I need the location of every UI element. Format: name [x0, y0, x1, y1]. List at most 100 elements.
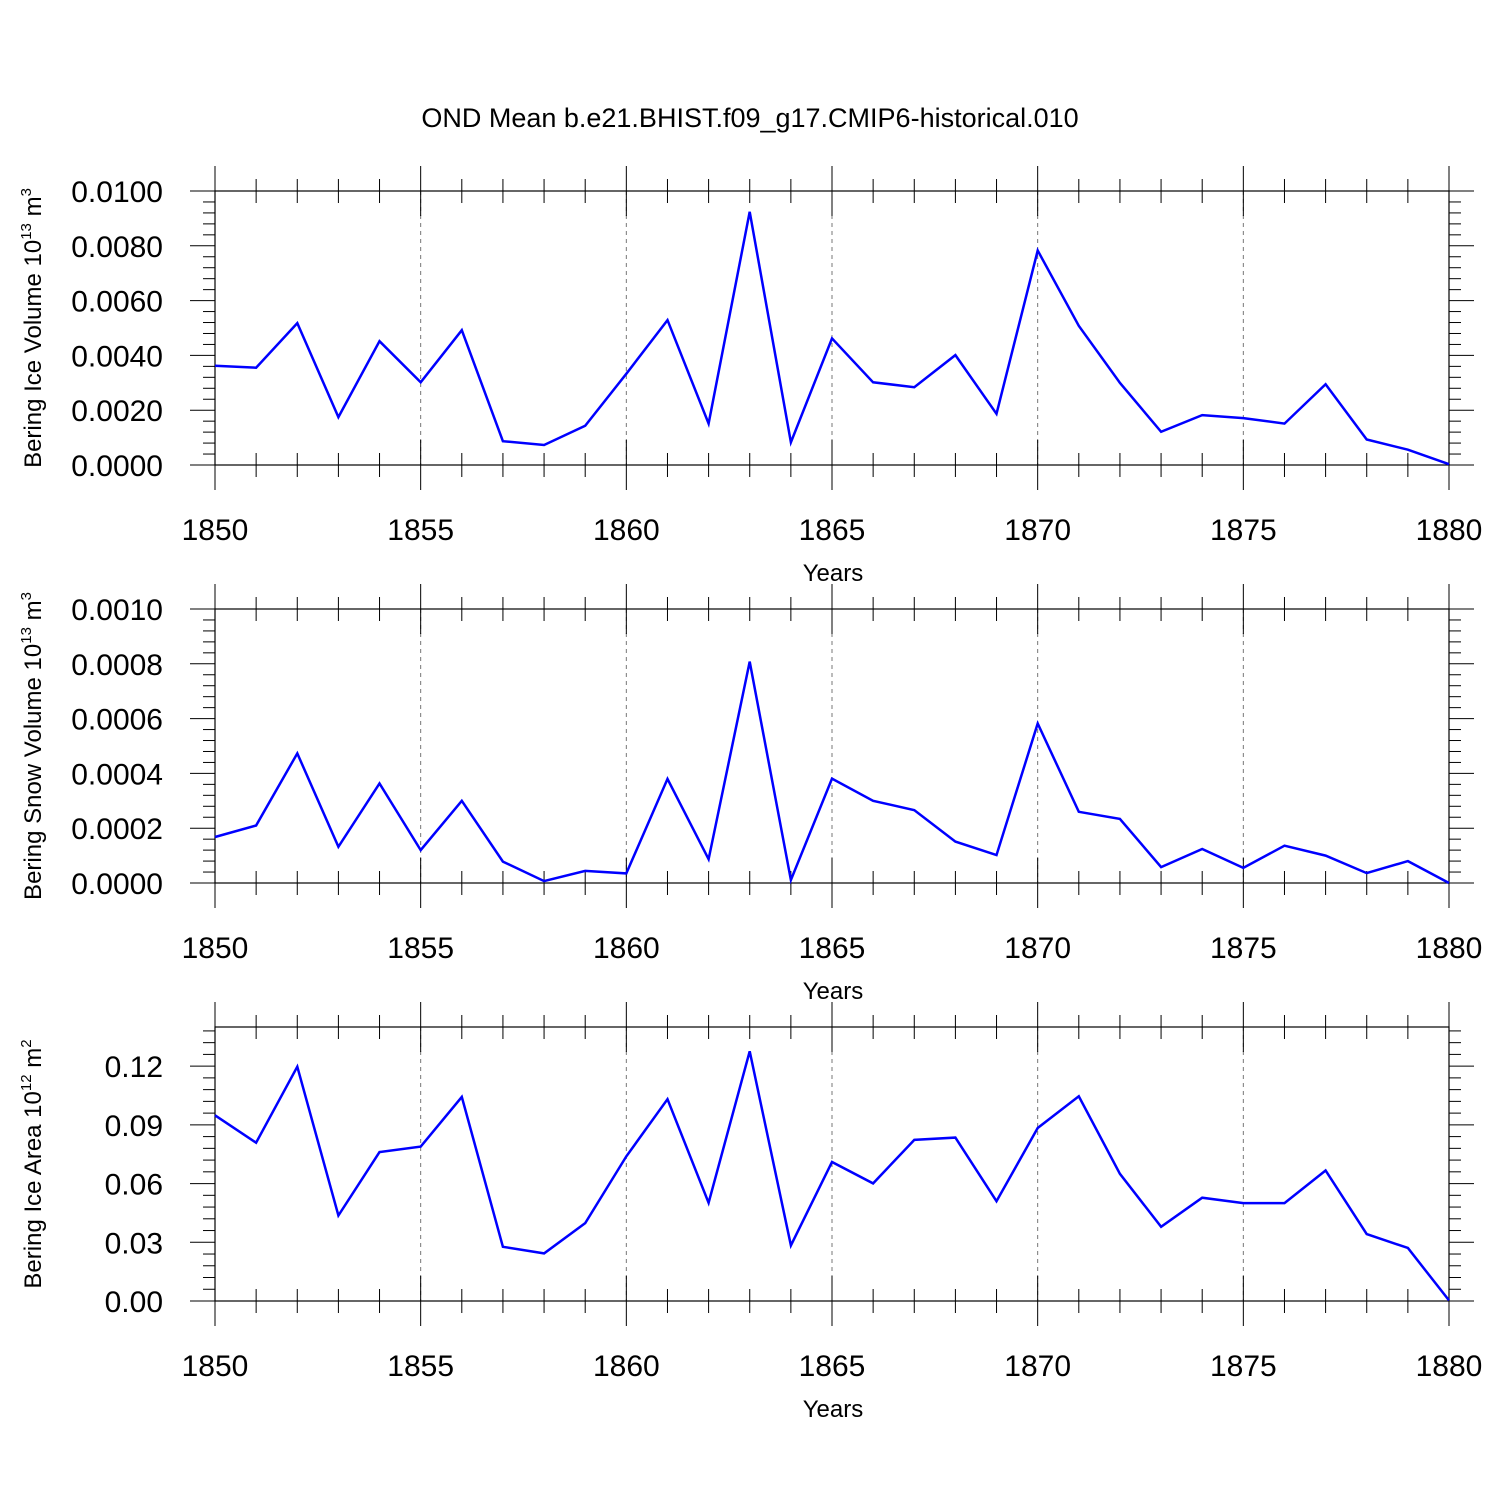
data-point — [832, 1162, 833, 1163]
data-point — [1284, 1203, 1285, 1204]
x-tick-label: 1875 — [1210, 514, 1277, 547]
data-point — [297, 323, 298, 324]
data-point — [790, 879, 791, 880]
data-point — [749, 211, 750, 212]
data-point — [420, 382, 421, 383]
data-point — [379, 1152, 380, 1153]
data-point — [873, 382, 874, 383]
data-point — [1407, 449, 1408, 450]
data-point — [667, 320, 668, 321]
data-point — [955, 1137, 956, 1138]
x-tick-label: 1860 — [593, 514, 660, 547]
y-axis-label-main: Bering Snow Volume 10 — [20, 644, 47, 900]
y-tick-label: 0.03 — [105, 1227, 163, 1260]
x-tick-label: 1875 — [1210, 1350, 1277, 1383]
y-tick-label: 0.0006 — [71, 704, 163, 737]
data-point — [1202, 849, 1203, 850]
x-tick-label: 1880 — [1416, 932, 1483, 965]
data-point — [1243, 1203, 1244, 1204]
y-tick-label: 0.0040 — [71, 340, 163, 373]
data-point — [955, 355, 956, 356]
x-axis-label: Years — [803, 560, 864, 587]
x-tick-label: 1850 — [182, 514, 249, 547]
x-tick-label: 1855 — [387, 1350, 454, 1383]
x-axis-label: Years — [803, 978, 864, 1005]
data-point — [708, 859, 709, 860]
data-point — [1202, 415, 1203, 416]
data-point — [790, 1245, 791, 1246]
data-point — [297, 753, 298, 754]
data-point — [955, 841, 956, 842]
data-point — [379, 341, 380, 342]
data-point — [873, 800, 874, 801]
y-axis-label-main: Bering Ice Area 10 — [20, 1091, 47, 1288]
data-point — [832, 338, 833, 339]
data-point — [996, 413, 997, 414]
data-point — [338, 417, 339, 418]
x-tick-label: 1860 — [593, 1350, 660, 1383]
y-axis-label-unit-exp: 2 — [18, 1039, 35, 1047]
data-point — [1407, 861, 1408, 862]
y-axis-label: Bering Snow Volume 1013 m3 — [18, 592, 47, 900]
panel-2: 1850 1855 1860 1865 1870 1875 1880 0.0000 0.0002… — [18, 584, 1482, 1005]
data-point — [297, 1066, 298, 1067]
data-point — [1243, 867, 1244, 868]
data-point — [708, 1202, 709, 1203]
panels: 1850 1855 1860 1865 1870 1875 18800.00000.0020… — [18, 166, 1482, 1423]
x-tick-label: 1865 — [799, 514, 866, 547]
data-point — [1119, 382, 1120, 383]
y-tick-label: 0.00 — [105, 1286, 163, 1319]
data-point — [1078, 325, 1079, 326]
x-tick-label: 1880 — [1416, 514, 1483, 547]
data-point — [667, 778, 668, 779]
y-tick-label: 0.0080 — [71, 231, 163, 264]
data-point — [790, 442, 791, 443]
data-point — [708, 423, 709, 424]
data-point — [379, 783, 380, 784]
data-point — [1202, 1197, 1203, 1198]
data-point — [585, 870, 586, 871]
data-point — [1449, 1300, 1450, 1301]
data-point — [585, 425, 586, 426]
data-point — [256, 367, 257, 368]
y-tick-label: 0.0004 — [71, 758, 163, 791]
y-tick-label: 0.0100 — [71, 176, 163, 209]
y-tick-label: 0.0010 — [71, 594, 163, 627]
data-point — [1119, 1173, 1120, 1174]
data-point — [1078, 811, 1079, 812]
data-point — [585, 1223, 586, 1224]
data-point — [1366, 873, 1367, 874]
series-line — [214, 661, 1450, 885]
data-point — [1037, 723, 1038, 724]
data-point — [626, 373, 627, 374]
data-point — [1366, 439, 1367, 440]
x-tick-label: 1870 — [1004, 932, 1071, 965]
data-point — [461, 800, 462, 801]
y-tick-label: 0.0008 — [71, 649, 163, 682]
data-point — [873, 1183, 874, 1184]
data-point — [420, 850, 421, 851]
y-tick-label: 0.0020 — [71, 395, 163, 428]
data-point — [832, 778, 833, 779]
data-point — [1325, 384, 1326, 385]
data-point — [1161, 867, 1162, 868]
data-point — [544, 444, 545, 445]
data-point — [1284, 423, 1285, 424]
y-axis-label-unit: m — [20, 196, 47, 223]
data-point — [215, 365, 216, 366]
data-point — [256, 825, 257, 826]
series-line — [214, 211, 1450, 466]
data-point — [996, 855, 997, 856]
data-point — [1243, 418, 1244, 419]
data-point — [1325, 1170, 1326, 1171]
x-tick-label: 1855 — [387, 932, 454, 965]
y-tick-label: 0.0000 — [71, 450, 163, 483]
x-tick-label: 1865 — [799, 1350, 866, 1383]
data-point — [502, 441, 503, 442]
y-tick-label: 0.0000 — [71, 868, 163, 901]
data-point — [1449, 883, 1450, 884]
data-point — [502, 1246, 503, 1247]
x-tick-label: 1850 — [182, 932, 249, 965]
data-point — [667, 1099, 668, 1100]
